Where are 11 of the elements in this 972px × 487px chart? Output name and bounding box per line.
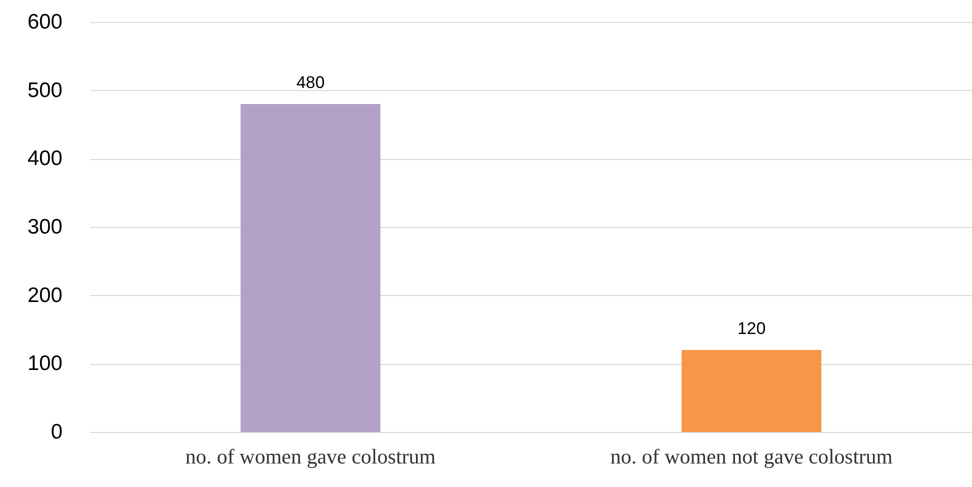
y-tick-label: 500: [27, 78, 62, 102]
data-label: 480: [296, 73, 325, 92]
data-label: 120: [737, 319, 766, 338]
x-tick-label: no. of women gave colostrum: [185, 444, 436, 468]
y-tick-label: 0: [50, 420, 62, 444]
y-tick-label: 400: [27, 147, 62, 170]
y-tick-label: 300: [27, 216, 62, 238]
y-tick-label: 100: [27, 352, 62, 376]
y-tick-label: 600: [27, 10, 62, 34]
x-tick-label: no. of women not gave colostrum: [610, 444, 893, 468]
y-tick-label: 200: [27, 284, 62, 307]
